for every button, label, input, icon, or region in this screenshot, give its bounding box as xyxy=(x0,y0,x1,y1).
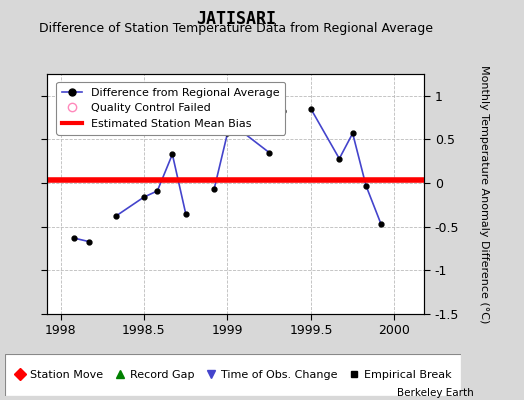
Text: Berkeley Earth: Berkeley Earth xyxy=(398,388,474,398)
FancyBboxPatch shape xyxy=(5,354,461,396)
Legend: Difference from Regional Average, Quality Control Failed, Estimated Station Mean: Difference from Regional Average, Qualit… xyxy=(57,82,285,134)
Text: JATISARI: JATISARI xyxy=(196,10,276,28)
Legend: Station Move, Record Gap, Time of Obs. Change, Empirical Break: Station Move, Record Gap, Time of Obs. C… xyxy=(10,366,456,384)
Text: Difference of Station Temperature Data from Regional Average: Difference of Station Temperature Data f… xyxy=(39,22,433,35)
Y-axis label: Monthly Temperature Anomaly Difference (°C): Monthly Temperature Anomaly Difference (… xyxy=(479,65,489,323)
